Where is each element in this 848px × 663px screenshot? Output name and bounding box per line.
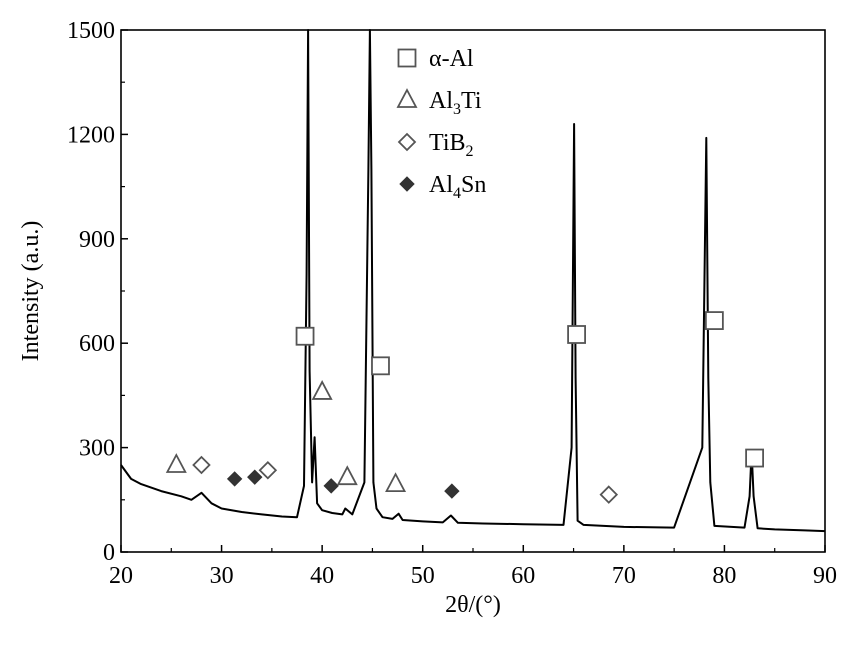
peak-marker-filled-diamond-3 — [247, 469, 263, 485]
legend-symbol-filled-diamond — [399, 176, 415, 192]
peak-markers — [165, 311, 764, 504]
x-tick-label: 40 — [310, 563, 334, 589]
axis-ticks — [120, 29, 826, 553]
peak-marker-open-square-5 — [295, 326, 315, 346]
legend-label: α-Al — [429, 46, 474, 72]
y-axis-title: Intensity (a.u.) — [18, 221, 44, 362]
x-tick-label: 70 — [612, 563, 636, 589]
x-tick-label: 30 — [210, 563, 234, 589]
y-tick-label: 1500 — [67, 18, 115, 44]
legend-label: Al4Sn — [429, 172, 486, 202]
x-tick-labels: 20 30 40 50 60 70 80 90 — [109, 563, 837, 589]
y-tick-label: 1200 — [67, 122, 115, 148]
legend: α-Al Al3Ti TiB2 Al4Sn — [396, 46, 486, 202]
x-tick-label: 60 — [511, 563, 535, 589]
peak-marker-open-square-14 — [704, 311, 724, 330]
legend-label: Al3Ti — [429, 88, 482, 118]
y-tick-label: 300 — [79, 436, 115, 462]
legend-symbol-open-diamond — [397, 132, 417, 152]
y-tick-label: 600 — [79, 331, 115, 357]
legend-label: TiB2 — [429, 130, 474, 160]
peak-marker-open-triangle-0 — [165, 453, 187, 473]
x-tick-label: 80 — [712, 563, 736, 589]
peak-marker-open-square-12 — [567, 325, 586, 344]
peak-marker-open-triangle-10 — [385, 472, 407, 493]
series-line-0 — [120, 29, 826, 533]
peak-marker-open-diamond-13 — [599, 485, 619, 504]
plot-line-layer — [120, 29, 826, 533]
peak-marker-filled-diamond-7 — [323, 478, 339, 494]
peak-marker-open-square-15 — [745, 448, 764, 468]
y-tick-label: 0 — [103, 540, 115, 566]
peak-marker-open-square-9 — [371, 356, 390, 376]
legend-symbol-open-triangle — [396, 88, 418, 108]
peak-marker-filled-diamond-2 — [226, 471, 243, 487]
peak-marker-open-diamond-1 — [192, 455, 211, 475]
y-tick-labels: 0 300 600 900 1200 1500 — [67, 18, 115, 566]
peak-marker-filled-diamond-11 — [444, 483, 460, 499]
x-tick-label: 90 — [813, 563, 837, 589]
y-tick-label: 900 — [79, 227, 115, 253]
legend-symbol-open-square — [397, 48, 417, 68]
peak-marker-open-diamond-4 — [258, 460, 278, 480]
x-tick-label: 20 — [109, 563, 133, 589]
peak-marker-open-triangle-6 — [311, 379, 333, 400]
x-axis-title: 2θ/(°) — [445, 592, 501, 618]
x-tick-label: 50 — [411, 563, 435, 589]
peak-marker-open-triangle-8 — [336, 465, 358, 486]
